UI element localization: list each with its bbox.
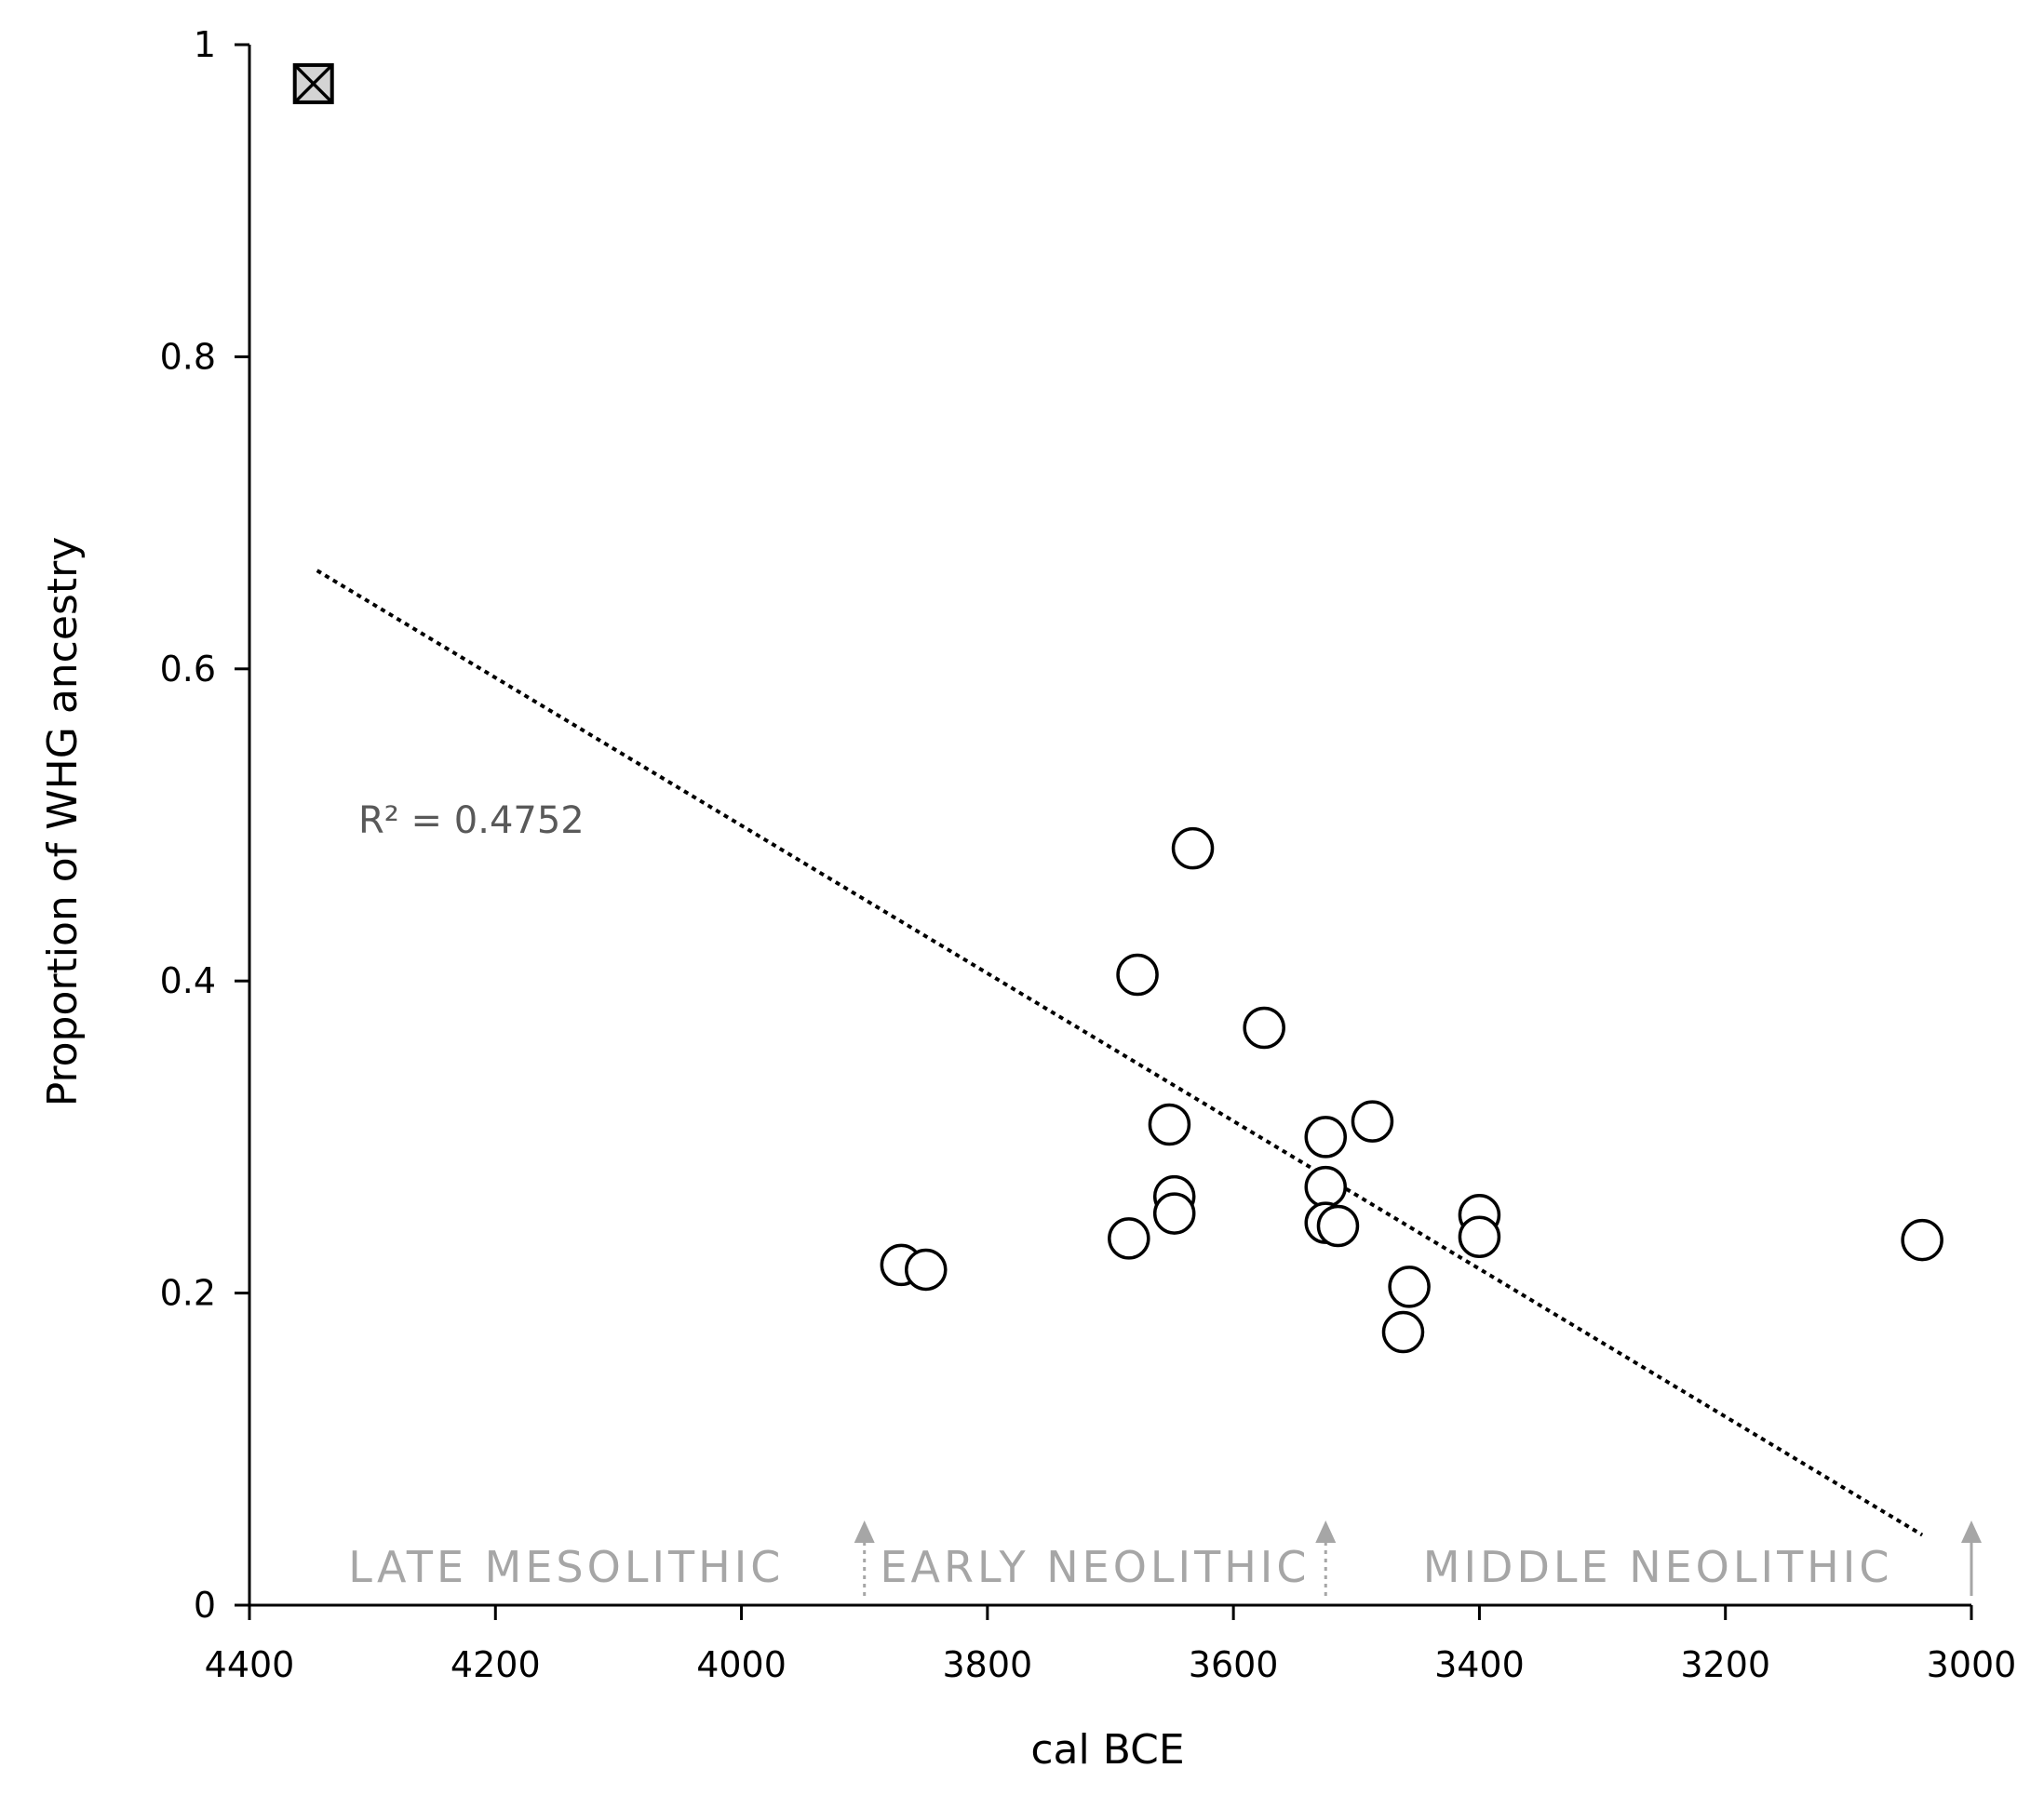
data-point xyxy=(1108,1217,1150,1260)
r2-label: R² = 0.4752 xyxy=(358,799,585,842)
data-point xyxy=(1316,1204,1360,1248)
data-point xyxy=(1116,953,1159,997)
axes: 0 0.2 0.4 0.6 0.8 1 4400 4200 4000 3800 3600 3400 32… xyxy=(160,24,2017,1685)
data-points xyxy=(292,62,1943,1354)
x-tick-label: 3400 xyxy=(1434,1644,1525,1685)
x-tick-label: 3600 xyxy=(1189,1644,1279,1685)
period-boundary-arrow-icon xyxy=(854,1520,875,1543)
data-point xyxy=(1304,1165,1347,1209)
period-boundary-arrow-icon xyxy=(1961,1520,1982,1543)
data-point xyxy=(1148,1103,1191,1146)
y-tick-label: 0.4 xyxy=(160,960,216,1001)
y-tick-label: 1 xyxy=(194,24,216,65)
x-tick-label: 4400 xyxy=(205,1644,295,1685)
y-axis-title: Proportion of WHG ancestry xyxy=(39,537,87,1107)
y-tick-label: 0.2 xyxy=(160,1273,216,1314)
x-axis-title: cal BCE xyxy=(1030,1726,1184,1774)
trendline-layer xyxy=(316,569,1924,1537)
data-point xyxy=(1458,1215,1501,1258)
data-point xyxy=(1901,1218,1943,1262)
data-point xyxy=(1351,1100,1394,1143)
trendline xyxy=(316,569,1924,1537)
y-tick-label: 0.6 xyxy=(160,649,216,690)
boxed-marker-cross xyxy=(293,63,333,104)
x-tick-label: 3200 xyxy=(1680,1644,1770,1685)
data-point xyxy=(1381,1310,1425,1354)
data-point xyxy=(1171,826,1215,870)
x-tick-label: 4200 xyxy=(450,1644,541,1685)
period-label: EARLY NEOLITHIC xyxy=(880,1542,1310,1592)
y-tick-label: 0.8 xyxy=(160,336,216,377)
boxed-x-data-point xyxy=(292,62,334,104)
y-tick-label: 0 xyxy=(194,1585,216,1626)
x-tick-label: 3800 xyxy=(942,1644,1032,1685)
data-point xyxy=(905,1248,948,1292)
x-tick-label: 4000 xyxy=(696,1644,787,1685)
period-boundary-arrow-icon xyxy=(1315,1520,1337,1543)
data-point xyxy=(1304,1116,1347,1159)
data-point xyxy=(1388,1266,1431,1308)
data-point xyxy=(1243,1006,1285,1050)
period-markers: LATE MESOLITHIC EARLY NEOLITHIC MIDDLE NEO… xyxy=(348,1520,1982,1596)
period-label: LATE MESOLITHIC xyxy=(348,1542,784,1592)
x-tick-label: 3000 xyxy=(1927,1644,2017,1685)
data-point xyxy=(1152,1192,1196,1235)
period-label: MIDDLE NEOLITHIC xyxy=(1423,1542,1893,1592)
